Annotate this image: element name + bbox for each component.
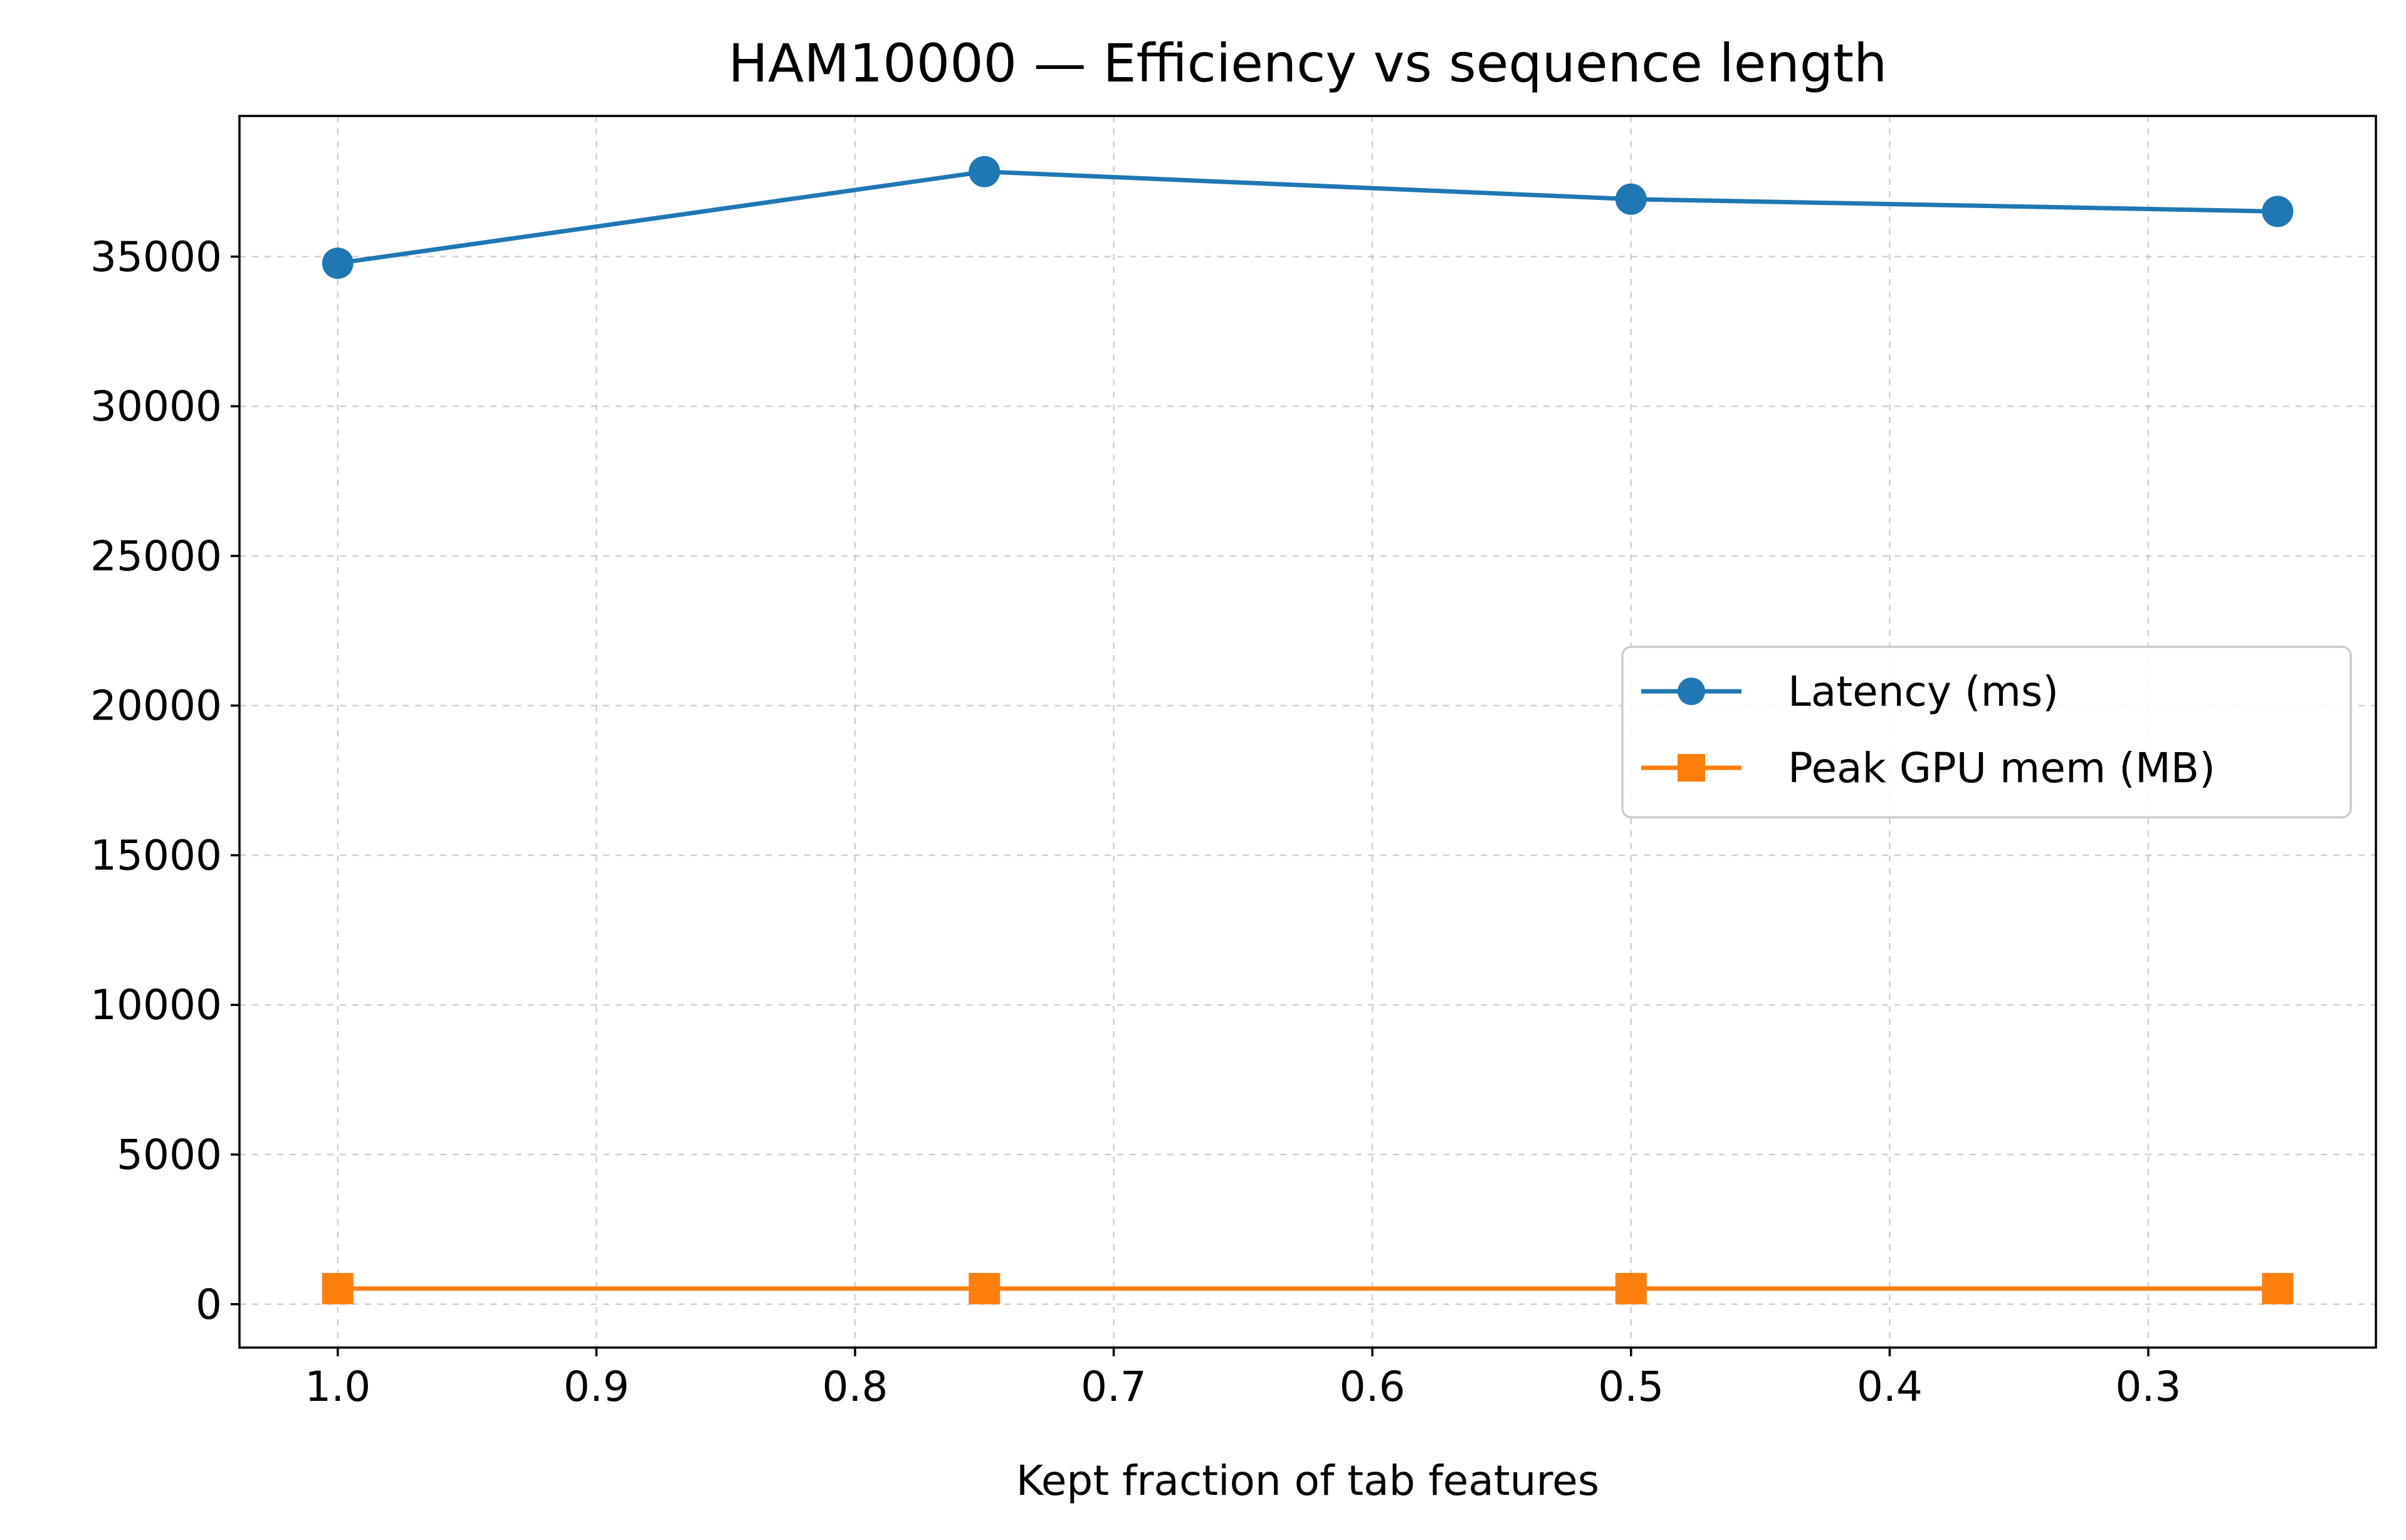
y-tick-label: 5000 [117,1131,222,1179]
data-point-gpu-mem [969,1272,1001,1304]
y-tick-label: 30000 [90,382,222,431]
x-tick-label: 0.5 [1598,1363,1664,1411]
data-point-gpu-mem [1615,1272,1647,1304]
legend-label-gpu-mem: Peak GPU mem (MB) [1788,744,2215,792]
series-line-latency [337,169,2278,266]
legend-marker-gpu-mem [1678,754,1705,782]
y-tick-label: 20000 [90,682,222,730]
data-point-gpu-mem [322,1272,354,1304]
grid [239,116,2376,1348]
legend-box [1621,646,2352,819]
plot-frame [238,115,2377,1349]
data-point-latency [322,247,354,279]
legend-label-latency: Latency (ms) [1788,668,2059,716]
data-point-latency [969,155,1001,187]
x-tick-label: 1.0 [305,1363,370,1411]
data-point-latency [2262,196,2294,228]
y-tick-label: 15000 [90,831,222,879]
x-tick-label: 0.4 [1857,1363,1923,1411]
series [322,155,2294,1304]
x-axis-label: Kept fraction of tab features [1016,1457,1599,1505]
data-point-gpu-mem [2262,1272,2294,1304]
x-tick-label: 0.3 [2115,1363,2181,1411]
y-tick-label: 10000 [90,981,222,1029]
x-tick-label: 0.9 [564,1363,629,1411]
x-axis: 1.0 0.9 0.8 0.7 0.6 0.5 0.4 0.3 [305,1348,2181,1411]
x-tick-label: 0.6 [1340,1363,1405,1411]
y-tick-label: 0 [196,1281,222,1329]
y-tick-label: 35000 [90,233,222,281]
data-point-latency [1615,183,1647,215]
x-tick-label: 0.7 [1081,1363,1147,1411]
legend: Latency (ms) Peak GPU mem (MB) [1621,646,2352,819]
y-axis: 0 5000 10000 15000 20000 25000 30000 35000 [90,233,239,1329]
y-tick-label: 25000 [90,532,222,580]
chart-title: HAM10000 — Efficiency vs sequence length [728,33,1887,94]
x-tick-label: 0.8 [822,1363,888,1411]
legend-marker-latency [1678,678,1705,705]
